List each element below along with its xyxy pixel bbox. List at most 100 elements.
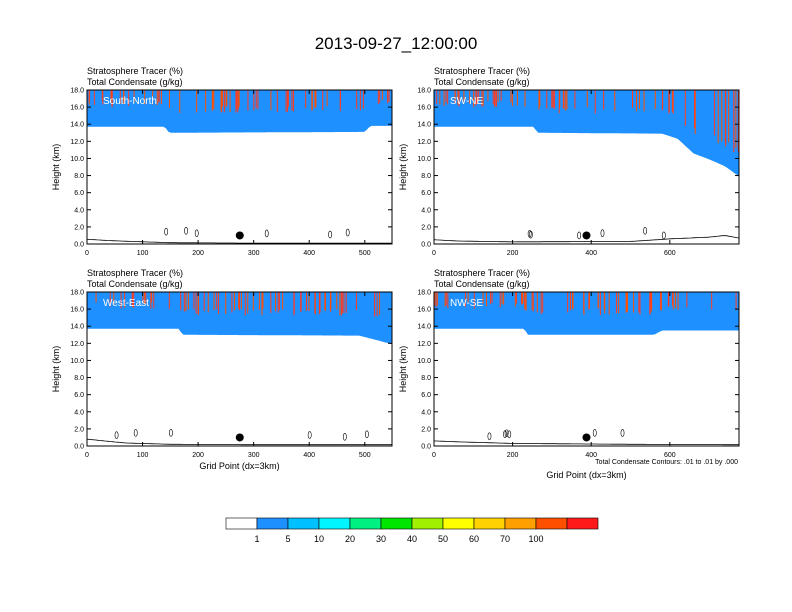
colorbar-box (380, 517, 413, 530)
colorbar-box (473, 517, 506, 530)
y-axis-label: Height (km) (398, 144, 408, 191)
y-tick-label: 18.0 (70, 290, 84, 297)
colorbar-box (504, 517, 537, 530)
panel-title-line: Total Condensate (g/kg) (87, 77, 183, 87)
panel-label: NW-SE (450, 298, 483, 309)
colorbar: 1 5 10 20 30 40 50 60 70 100 (225, 517, 599, 544)
condensate-contour (364, 430, 369, 439)
y-tick-label: 0.0 (74, 444, 84, 451)
location-marker (582, 433, 591, 442)
condensate-contour (528, 230, 533, 239)
y-tick-label: 12.0 (70, 341, 84, 348)
x-tick-label: 0 (85, 452, 89, 459)
condensate-contour (264, 229, 269, 238)
condensate-contour (507, 430, 512, 439)
y-tick-label: 6.0 (421, 392, 431, 399)
panel-title-line: Total Condensate (g/kg) (434, 279, 530, 289)
y-tick-label: 14.0 (70, 324, 84, 331)
y-tick-label: 10.0 (417, 358, 431, 365)
y-tick-label: 10.0 (70, 156, 84, 163)
x-tick-label: 0 (432, 452, 436, 459)
colorbar-label: 10 (314, 534, 324, 544)
x-tick-label: 0 (85, 250, 89, 257)
panel-nw-se: Stratosphere Tracer (%)Total Condensate … (398, 268, 740, 480)
y-tick-label: 8.0 (74, 375, 84, 382)
colorbar-label: 5 (285, 534, 290, 544)
y-tick-label: 16.0 (70, 307, 84, 314)
x-tick-label: 400 (303, 452, 315, 459)
panel-title-line: Total Condensate (g/kg) (87, 279, 183, 289)
colorbar-label: 1 (254, 534, 259, 544)
x-tick-label: 200 (192, 452, 204, 459)
x-tick-label: 400 (585, 250, 597, 257)
y-tick-label: 0.0 (421, 242, 431, 249)
condensate-contour (342, 433, 347, 441)
panel-west-east: Stratosphere Tracer (%)Total Condensate … (51, 268, 393, 471)
y-axis-label: Height (km) (51, 144, 61, 191)
condensate-contour (600, 229, 605, 238)
x-tick-label: 400 (303, 250, 315, 257)
colorbar-label: 50 (438, 534, 448, 544)
x-tick-label: 400 (585, 452, 597, 459)
condensate-contour (307, 431, 312, 439)
y-tick-label: 12.0 (417, 139, 431, 146)
x-tick-label: 0 (432, 250, 436, 257)
contour-note: Total Condensate Contours: .01 to .01 by… (595, 459, 738, 466)
x-tick-label: 500 (359, 452, 371, 459)
y-tick-label: 4.0 (421, 409, 431, 416)
location-marker (235, 231, 244, 240)
y-tick-label: 2.0 (74, 224, 84, 231)
y-tick-label: 8.0 (74, 173, 84, 180)
condensate-contour (592, 429, 597, 437)
x-tick-label: 300 (248, 250, 260, 257)
colorbar-box (411, 517, 444, 530)
y-tick-label: 0.0 (74, 242, 84, 249)
condensate-contour (487, 432, 492, 441)
condensate-contour (164, 227, 169, 236)
x-tick-label: 100 (137, 452, 149, 459)
y-tick-label: 2.0 (74, 426, 84, 433)
y-tick-label: 6.0 (74, 190, 84, 197)
panel-title-line: Total Condensate (g/kg) (434, 77, 530, 87)
condensate-contour (328, 230, 333, 239)
condensate-contour (503, 430, 507, 438)
terrain-line (433, 235, 740, 243)
colorbar-label: 20 (345, 534, 355, 544)
terrain-line (86, 238, 392, 244)
panel-sw-ne: Stratosphere Tracer (%)Total Condensate … (398, 66, 740, 257)
y-tick-label: 6.0 (421, 190, 431, 197)
y-tick-label: 2.0 (421, 426, 431, 433)
condensate-contour (345, 228, 350, 237)
y-tick-label: 4.0 (74, 409, 84, 416)
condensate-contour (643, 227, 648, 235)
y-tick-label: 18.0 (417, 290, 431, 297)
x-tick-label: 600 (664, 250, 676, 257)
plot-frame (86, 291, 393, 447)
y-axis-label: Height (km) (51, 346, 61, 393)
condensate-contour (114, 431, 119, 440)
y-tick-label: 16.0 (70, 105, 84, 112)
colorbar-box (442, 517, 475, 530)
condensate-contour (577, 231, 582, 240)
panel-south-north: Stratosphere Tracer (%)Total Condensate … (51, 66, 393, 257)
colorbar-box (287, 517, 320, 530)
y-tick-label: 18.0 (417, 88, 431, 95)
plot-frame (433, 89, 740, 245)
colorbar-label: 70 (500, 534, 510, 544)
x-tick-label: 200 (192, 250, 204, 257)
colorbar-box (256, 517, 289, 530)
condensate-contour (661, 231, 666, 240)
colorbar-label: 60 (469, 534, 479, 544)
panel-title-line: Stratosphere Tracer (%) (434, 268, 530, 278)
colorbar-box (318, 517, 351, 530)
colorbar-box (535, 517, 568, 530)
condensate-contour (133, 429, 138, 437)
panel-title-line: Stratosphere Tracer (%) (87, 66, 183, 76)
colorbar-box (349, 517, 382, 530)
condensate-contour (620, 429, 625, 437)
terrain-line (433, 440, 739, 446)
y-tick-label: 0.0 (421, 444, 431, 451)
condensate-contour (169, 429, 173, 437)
tracer-band-10 (434, 292, 739, 335)
